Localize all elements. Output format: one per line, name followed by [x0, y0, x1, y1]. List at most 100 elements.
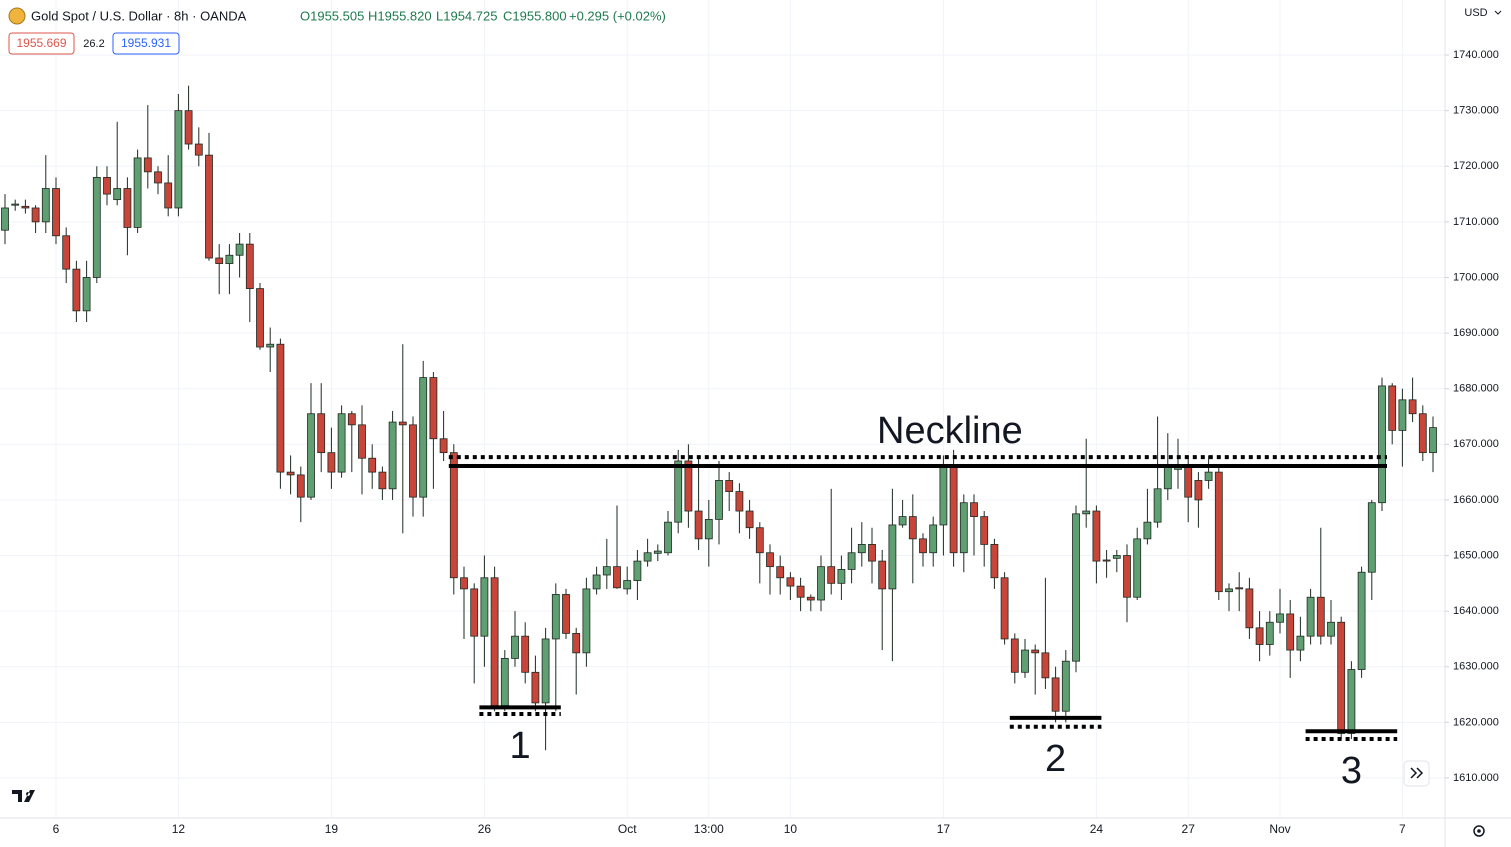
candle-body — [1255, 627, 1264, 645]
candle-body — [653, 550, 662, 554]
candle-body — [398, 421, 407, 426]
y-tick-label: 1660.000 — [1453, 494, 1499, 506]
candle-body — [970, 502, 978, 518]
candle-body — [490, 577, 499, 707]
candle-body — [704, 518, 713, 540]
x-tick-label: 13:00 — [694, 822, 724, 836]
candle-body — [21, 205, 30, 209]
candle-body — [1133, 538, 1142, 598]
candle-body — [1163, 466, 1172, 490]
candle-body — [1337, 621, 1346, 734]
candle-body — [449, 452, 458, 579]
candle-body — [378, 471, 387, 490]
candle-body — [460, 577, 468, 590]
candle-body — [898, 516, 907, 526]
settings-icon[interactable] — [1473, 825, 1485, 837]
y-tick-label: 1640.000 — [1453, 605, 1499, 617]
x-tick-label: 12 — [172, 822, 186, 836]
candle-body — [715, 480, 723, 520]
candle-body — [1408, 399, 1417, 415]
candle-body — [857, 544, 866, 554]
labels: 1610.000 1620.000 1630.000 1640.000 1650.000… — [53, 49, 1499, 836]
candle-body — [755, 527, 764, 554]
symbol-icon — [8, 7, 26, 25]
candle-body — [919, 538, 927, 554]
candle-body — [154, 171, 162, 184]
candle-body — [1143, 521, 1152, 540]
x-tick-label: 10 — [784, 822, 798, 836]
candle-body — [256, 288, 264, 348]
plot — [1, 85, 1437, 751]
candle-body — [123, 188, 132, 228]
candle-body — [82, 277, 91, 312]
x-tick-label: 7 — [1399, 822, 1406, 836]
annotation-label: 2 — [1045, 738, 1066, 780]
candle-body — [786, 577, 795, 587]
candle-body — [878, 560, 887, 590]
x-tick-label: 17 — [937, 822, 951, 836]
candle-body — [908, 516, 917, 540]
candle-body — [735, 491, 744, 512]
candle-body — [847, 552, 856, 570]
sell-badge[interactable] — [8, 32, 75, 55]
candle-body — [674, 460, 683, 523]
ohlc-low: L1954.725 — [436, 8, 497, 23]
candle-body — [1194, 480, 1203, 501]
candle-body — [1418, 413, 1427, 454]
tv-logo[interactable] — [12, 790, 35, 802]
y-tick-label: 1690.000 — [1453, 327, 1499, 339]
y-tick-label: 1650.000 — [1453, 549, 1499, 561]
y-tick-label: 1700.000 — [1453, 271, 1499, 283]
candle-body — [1245, 588, 1254, 629]
y-tick-label: 1710.000 — [1453, 216, 1499, 228]
candle-body — [388, 421, 397, 490]
candle-body — [419, 377, 428, 498]
buy-price: 1955.931 — [121, 36, 171, 50]
y-tick-label: 1740.000 — [1453, 49, 1499, 61]
buy-badge[interactable] — [112, 32, 180, 55]
candle-body — [1378, 385, 1386, 504]
candle-body — [1235, 587, 1244, 590]
candle-body — [1021, 649, 1029, 673]
candle-body — [1184, 466, 1193, 498]
candle-body — [205, 154, 213, 259]
candle-body — [1357, 571, 1366, 670]
candle-body — [194, 143, 203, 156]
candle-body — [1327, 621, 1335, 637]
candle-body — [103, 176, 111, 195]
candle-body — [1000, 577, 1009, 640]
candle-body — [684, 460, 693, 512]
annotation-label: 1 — [510, 725, 531, 767]
x-tick-label: 6 — [53, 822, 60, 836]
candle-body — [52, 188, 60, 237]
candle-body — [409, 424, 417, 498]
candle-body — [959, 502, 968, 554]
candle-body — [541, 638, 550, 704]
candle-body — [72, 268, 81, 312]
candle-body — [694, 510, 703, 540]
ohlc-open: O1955.505 — [300, 8, 364, 23]
currency[interactable]: USD — [1464, 7, 1487, 19]
candle-body — [429, 377, 438, 440]
candle-body — [1367, 502, 1376, 573]
candle-body — [296, 474, 305, 498]
candle-body — [235, 243, 244, 256]
scroll-icon — [1410, 767, 1424, 779]
candle-body — [11, 203, 20, 206]
candle-body — [1092, 510, 1101, 562]
candle-body — [551, 594, 560, 640]
candle-body — [1347, 669, 1356, 734]
candle-body — [572, 632, 581, 654]
candle-body — [745, 510, 754, 529]
grid — [0, 0, 1445, 818]
candle-body — [1153, 488, 1162, 523]
candle-body — [531, 671, 540, 704]
y-tick-label: 1610.000 — [1453, 772, 1499, 784]
candle-body — [827, 566, 836, 584]
candle-body — [1316, 596, 1325, 637]
candle-body — [643, 552, 652, 562]
candle-body — [633, 560, 642, 581]
candle-body — [837, 569, 846, 584]
